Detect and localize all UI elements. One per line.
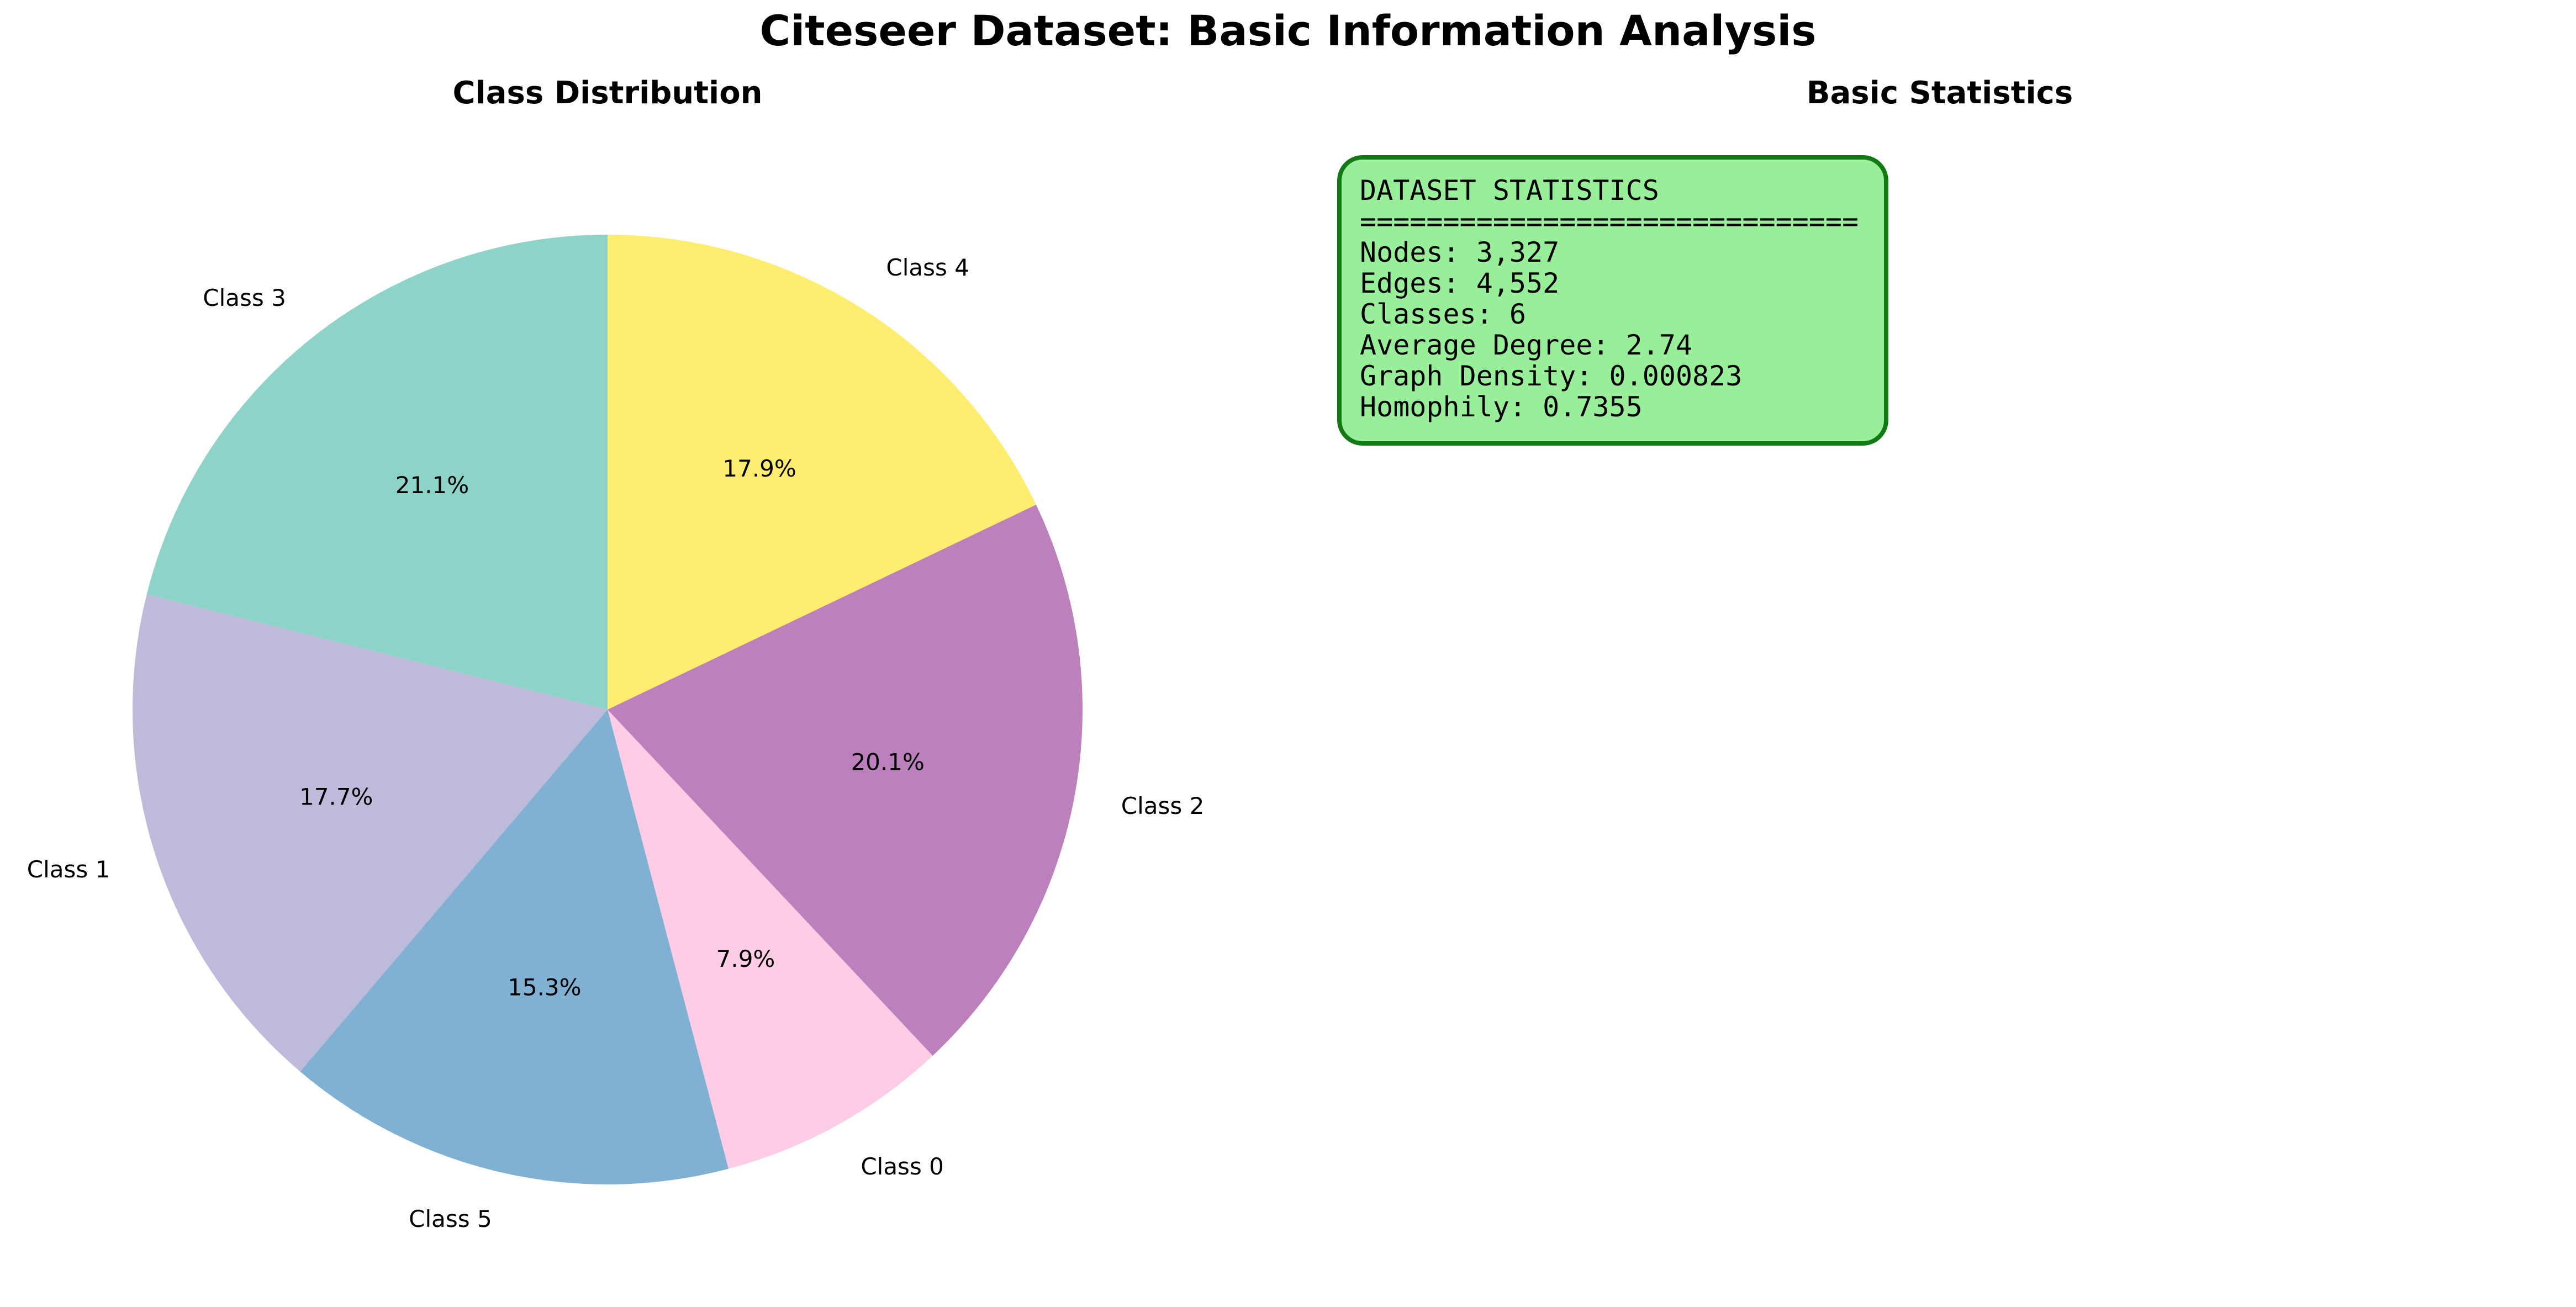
pie-slice-class-3	[146, 235, 608, 710]
stats-line-graph-density: Graph Density: 0.000823	[1360, 360, 1742, 392]
pie-pct-label-class-0: 7.9%	[716, 945, 775, 972]
pie-category-label-class-1: Class 1	[27, 856, 110, 883]
pie-slice-class-4	[608, 235, 1036, 710]
pie-slice-class-0	[608, 710, 933, 1169]
pie-pct-label-class-3: 21.1%	[395, 472, 469, 499]
pie-category-label-class-5: Class 5	[409, 1205, 492, 1232]
pie-chart: 21.1% Class 3 17.7% Class 1 15.3% Class 5 7.9%…	[27, 235, 1205, 1232]
pie-category-label-class-3: Class 3	[203, 284, 286, 311]
pie-category-label-class-2: Class 2	[1121, 792, 1205, 819]
pie-slice-class-2	[608, 504, 1083, 1056]
pie-slice-class-1	[132, 594, 608, 1072]
pie-category-label-class-4: Class 4	[886, 254, 969, 281]
stats-box	[1337, 155, 1888, 446]
stats-line-edges: Edges: 4,552	[1360, 267, 1559, 299]
stats-line-classes: Classes: 6	[1360, 298, 1526, 330]
pie-pct-label-class-2: 20.1%	[851, 749, 924, 776]
stats-text-block: DATASET STATISTICS =====================…	[1360, 174, 1859, 423]
stats-line-heading: DATASET STATISTICS	[1360, 174, 1659, 207]
pie-slice-class-5	[300, 710, 729, 1185]
stats-panel-title: Basic Statistics	[1807, 75, 2073, 111]
figure-title: Citeseer Dataset: Basic Information Anal…	[759, 6, 1816, 55]
stats-line-homophily: Homophily: 0.7355	[1360, 391, 1643, 423]
stats-line-separator: ==============================	[1360, 205, 1859, 237]
pie-pct-label-class-5: 15.3%	[508, 974, 581, 1001]
stats-line-nodes: Nodes: 3,327	[1360, 236, 1559, 268]
pie-pct-label-class-4: 17.9%	[722, 455, 796, 482]
stats-line-average-degree: Average Degree: 2.74	[1360, 329, 1692, 361]
pie-chart-title: Class Distribution	[452, 75, 762, 111]
pie-pct-label-class-1: 17.7%	[299, 783, 373, 810]
pie-category-label-class-0: Class 0	[861, 1153, 944, 1180]
